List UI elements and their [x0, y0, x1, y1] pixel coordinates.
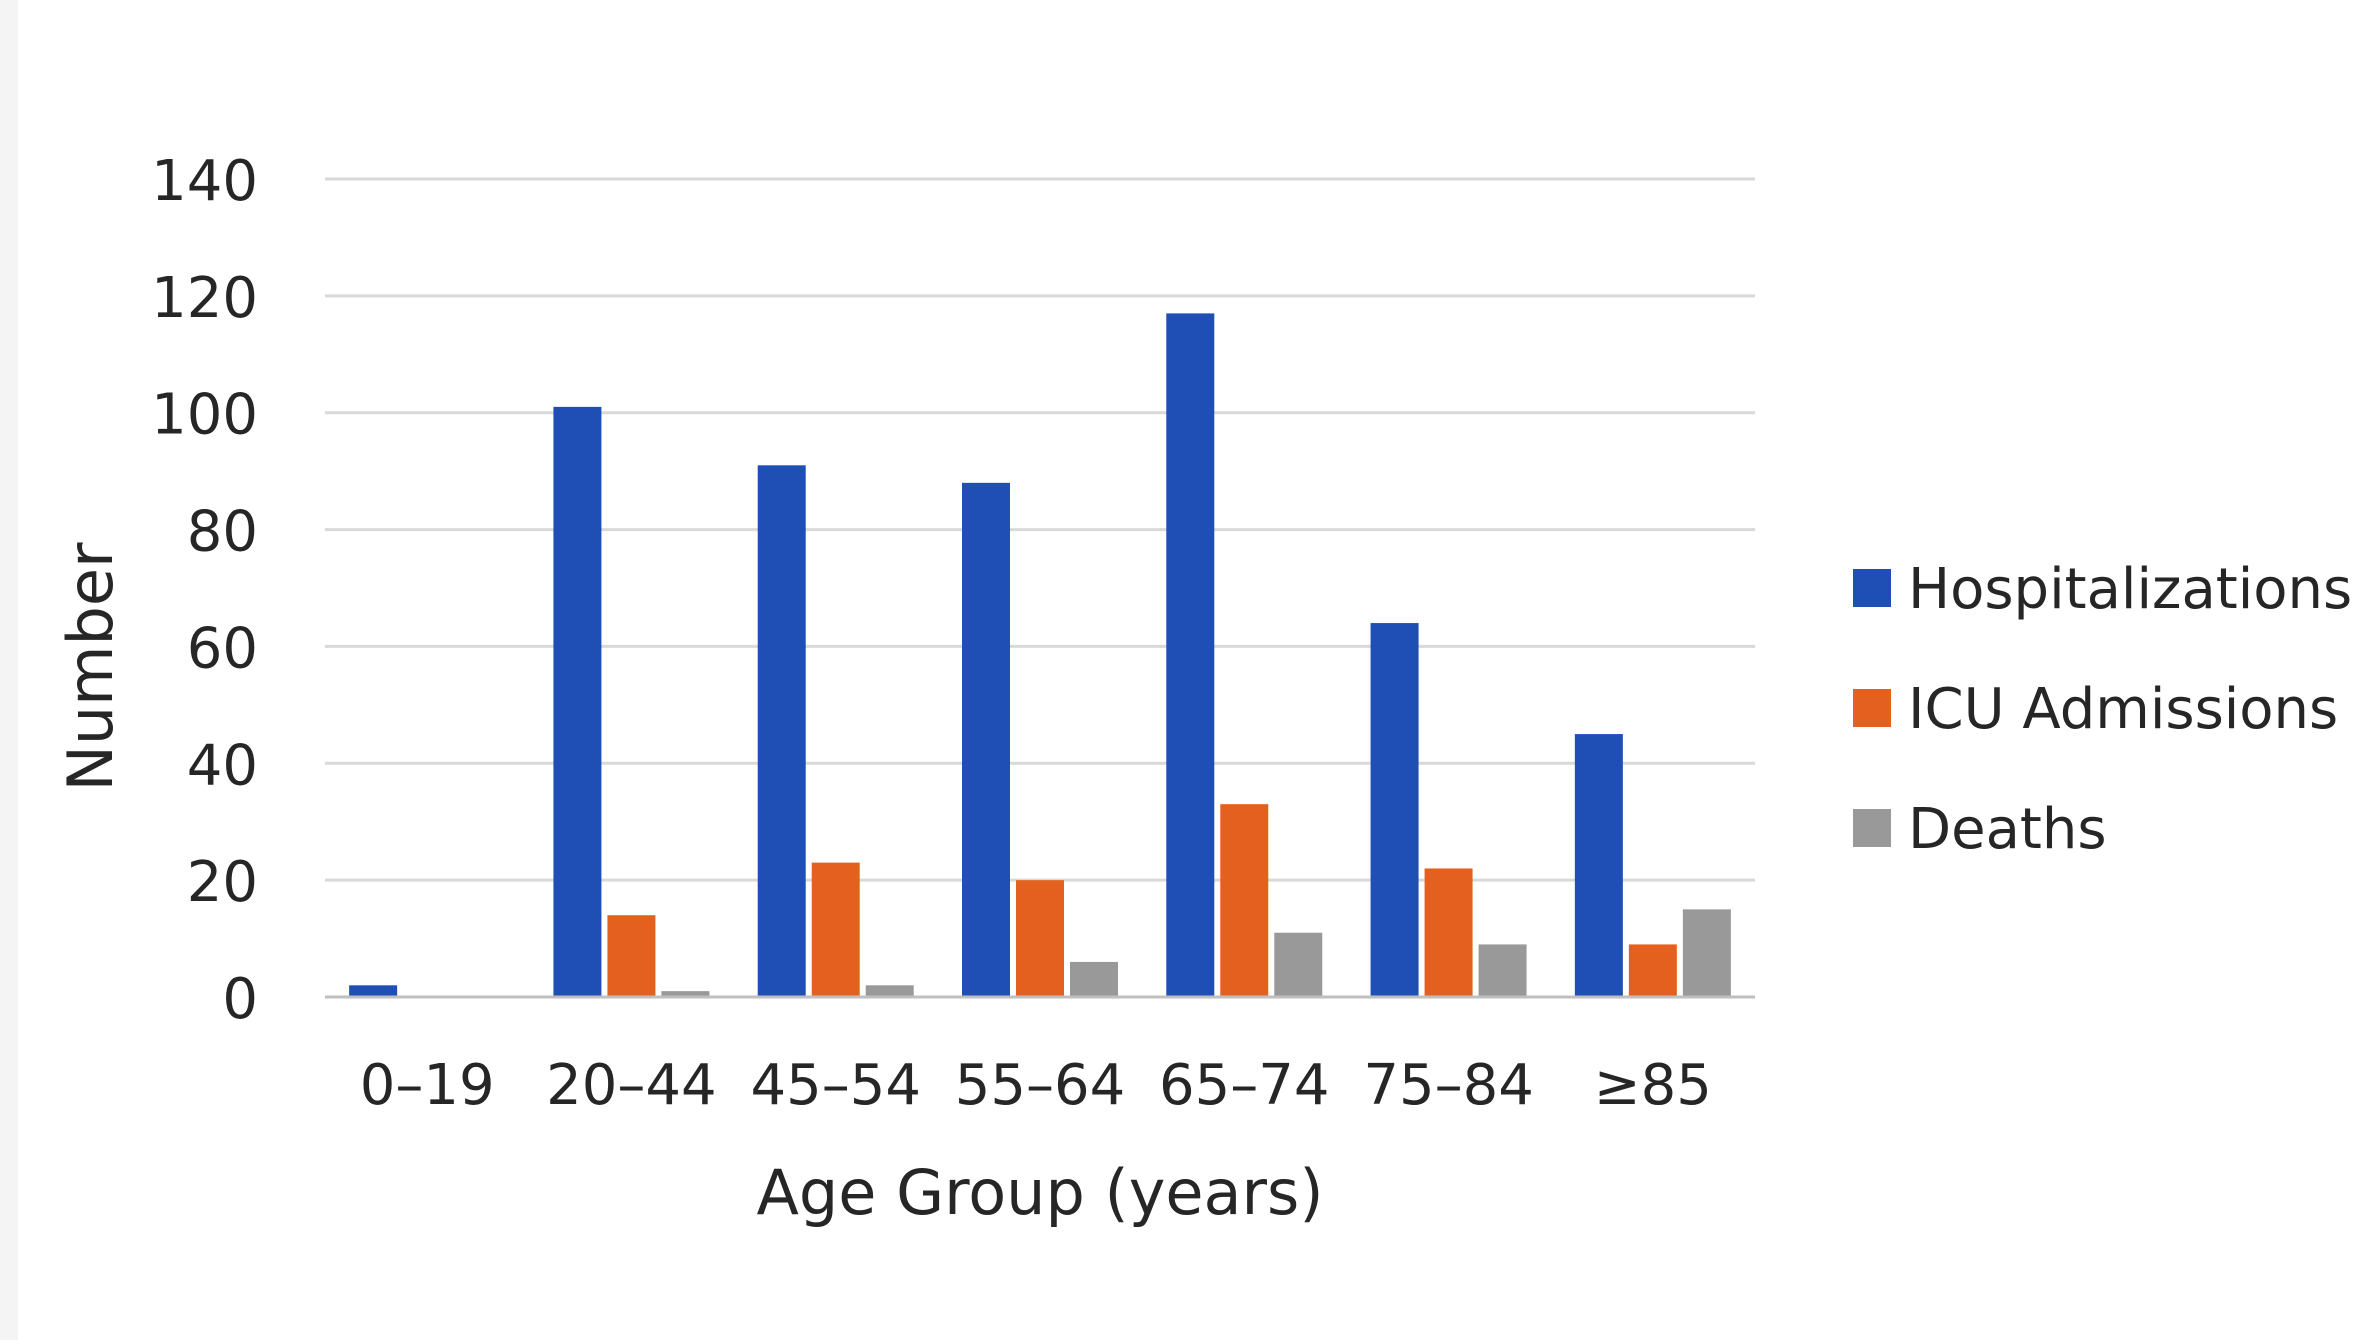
y-axis-title: Number [54, 542, 127, 792]
legend-label: Hospitalizations [1908, 557, 2352, 622]
x-tick-label: 45–54 [750, 1053, 921, 1118]
bar-hospitalizations-5 [1370, 623, 1419, 997]
legend: Hospitalizations ICU Admissions Deaths [1853, 557, 2352, 862]
bars [349, 313, 1731, 997]
y-tick-label: 80 [187, 500, 258, 565]
bar-icu-admissions-3 [1016, 880, 1064, 997]
gridlines [325, 177, 1755, 882]
x-tick-label: 65–74 [1159, 1053, 1330, 1118]
bar-hospitalizations-3 [962, 482, 1010, 997]
y-tick-label: 140 [151, 149, 258, 214]
bar-hospitalizations-4 [1166, 313, 1215, 997]
x-tick-label: 0–19 [360, 1053, 495, 1118]
legend-swatch [1853, 809, 1891, 847]
x-tick-labels: 0–19 20–44 45–54 55–64 65–74 75–84 ≥85 [360, 1053, 1712, 1118]
y-tick-label: 0 [222, 967, 258, 1032]
y-tick-label: 40 [187, 733, 258, 798]
bar-icu-admissions-6 [1628, 944, 1677, 997]
legend-label: Deaths [1908, 797, 2107, 862]
x-tick-label: 20–44 [546, 1053, 717, 1118]
bar-deaths-5 [1478, 944, 1527, 997]
x-tick-label: ≥85 [1594, 1053, 1712, 1118]
bar-icu-admissions-1 [607, 915, 656, 997]
bar-hospitalizations-6 [1574, 734, 1623, 997]
bar-hospitalizations-2 [757, 465, 806, 997]
bar-deaths-2 [865, 985, 914, 997]
bar-deaths-3 [1070, 961, 1118, 997]
bar-deaths-6 [1682, 909, 1731, 997]
bar-hospitalizations-1 [553, 406, 602, 997]
x-tick-label: 75–84 [1363, 1053, 1534, 1118]
bar-icu-admissions-2 [811, 862, 860, 997]
legend-swatch [1853, 569, 1891, 607]
y-tick-labels: 0 20 40 60 80 100 120 140 [151, 149, 258, 1032]
bar-icu-admissions-5 [1424, 868, 1473, 997]
legend-swatch [1853, 689, 1891, 727]
bar-deaths-4 [1274, 932, 1323, 997]
x-axis-title: Age Group (years) [756, 1156, 1323, 1229]
y-tick-label: 100 [151, 383, 258, 448]
y-tick-label: 20 [187, 850, 258, 915]
left-margin-strip [0, 0, 18, 1340]
bar-icu-admissions-4 [1220, 804, 1269, 997]
y-tick-label: 60 [187, 616, 258, 681]
x-tick-label: 55–64 [955, 1053, 1126, 1118]
legend-label: ICU Admissions [1908, 677, 2338, 742]
bar-deaths-1 [661, 991, 710, 997]
y-tick-label: 120 [151, 266, 258, 331]
bar-hospitalizations-0 [349, 985, 398, 997]
